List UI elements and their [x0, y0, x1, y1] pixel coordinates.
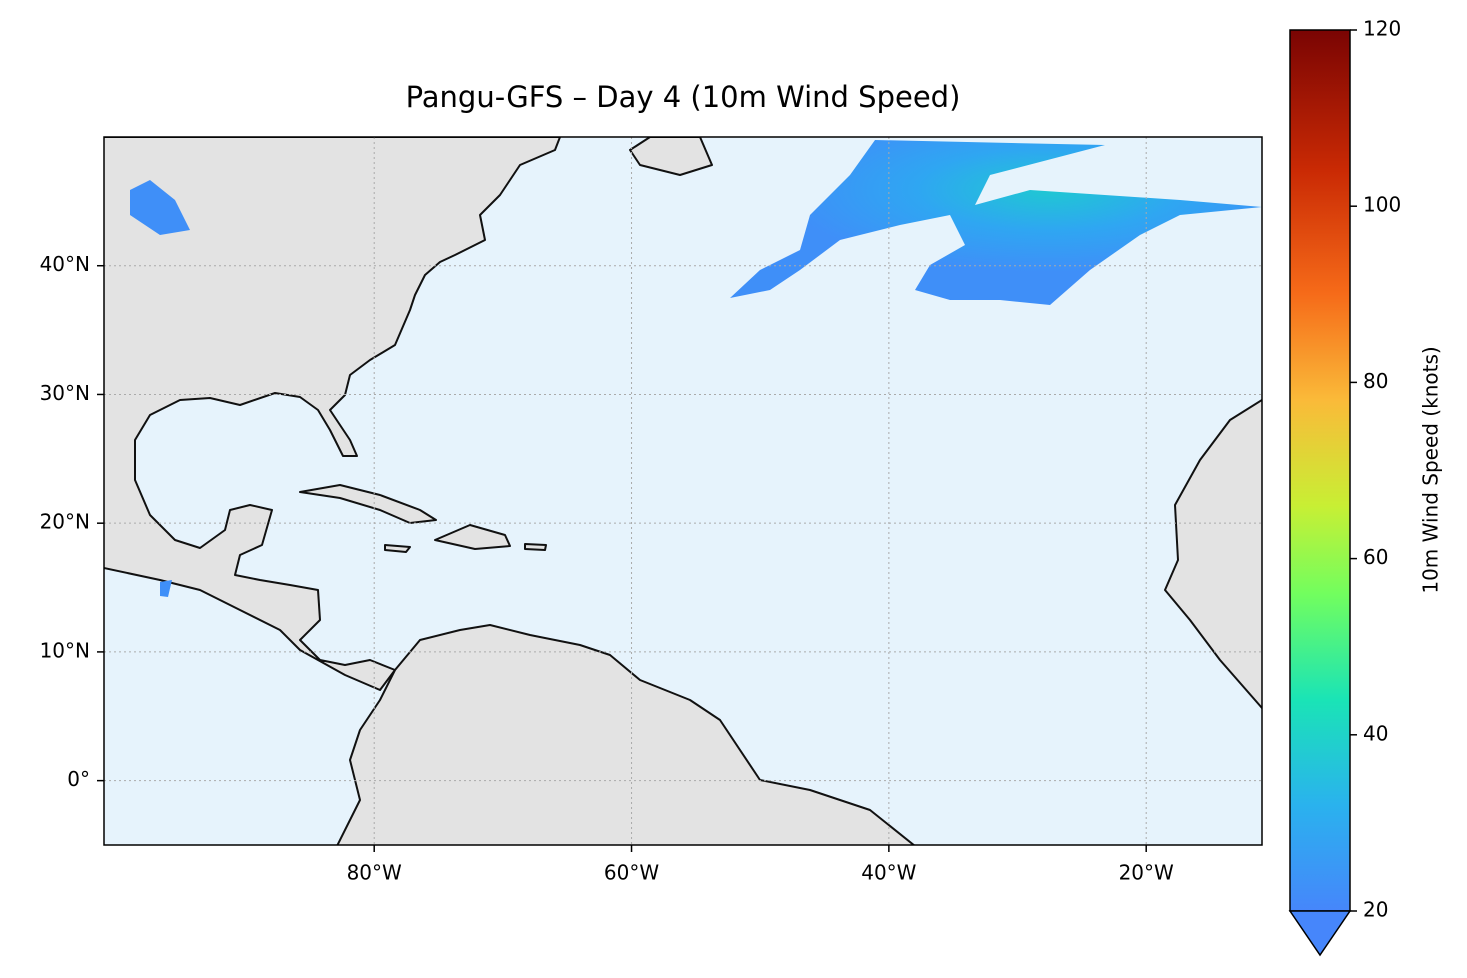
north-america [104, 137, 561, 691]
colorbar-tick-label: 60 [1363, 545, 1388, 569]
colorbar-tick-label: 100 [1363, 193, 1401, 217]
colorbar-tick-label: 40 [1363, 721, 1388, 745]
wind-patch [160, 580, 172, 597]
plot-frame [103, 136, 1263, 846]
africa [1164, 398, 1262, 710]
graticule [104, 137, 1262, 845]
y-tick-label: 0° [67, 767, 90, 791]
colorbar-tick-label: 20 [1363, 898, 1388, 922]
colorbar-tick-label: 120 [1363, 17, 1401, 41]
x-tick-label: 80°W [347, 861, 402, 885]
colorbar [1289, 29, 1351, 912]
wind-patch [130, 180, 190, 235]
wind-swath [730, 140, 1262, 305]
x-tick-label: 40°W [861, 861, 916, 885]
hispaniola [434, 524, 511, 550]
x-tick-label: 60°W [604, 861, 659, 885]
puerto-rico [524, 543, 547, 551]
x-tick-label: 20°W [1119, 861, 1174, 885]
y-tick-label: 30°N [40, 381, 90, 405]
map-title: Pangu-GFS – Day 4 (10m Wind Speed) [406, 80, 961, 114]
colorbar-tick-label: 80 [1363, 369, 1388, 393]
y-tick-label: 10°N [40, 638, 90, 662]
cuba [299, 484, 437, 524]
map-area [104, 137, 1262, 845]
y-tick-label: 20°N [40, 510, 90, 534]
jamaica [384, 544, 411, 553]
colorbar-label: 10m Wind Speed (knots) [1419, 346, 1443, 593]
y-tick-label: 40°N [40, 252, 90, 276]
newfoundland [629, 137, 713, 176]
south-america [336, 624, 916, 845]
colorbar-extend [1288, 910, 1352, 957]
